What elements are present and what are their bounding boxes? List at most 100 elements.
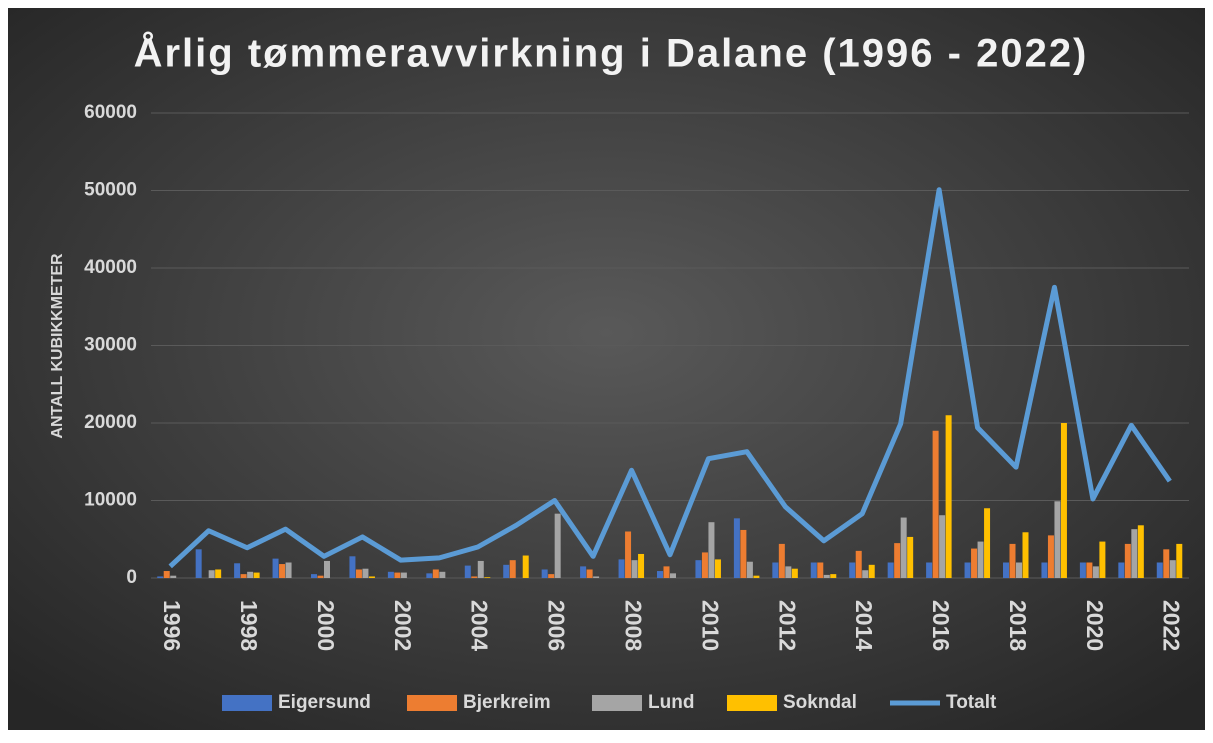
bar: [484, 577, 491, 578]
legend-label: Lund: [648, 692, 694, 713]
bar: [1118, 562, 1125, 578]
bar: [157, 576, 164, 578]
x-tick-label: 1996: [159, 600, 185, 651]
bar: [355, 569, 362, 578]
bar: [1169, 560, 1176, 578]
bar: [708, 522, 715, 578]
x-tick-label: 2012: [774, 600, 800, 651]
legend-label: Bjerkreim: [463, 692, 551, 713]
bar: [733, 518, 740, 578]
y-tick-label: 30000: [84, 335, 137, 356]
y-tick-label: 10000: [84, 490, 137, 511]
x-tick-label: 2002: [390, 600, 416, 651]
bar: [548, 574, 555, 578]
bar: [586, 569, 593, 578]
x-tick-label: 2004: [467, 600, 493, 651]
bar: [234, 563, 241, 578]
bar: [240, 574, 247, 578]
legend-swatch: [592, 695, 642, 711]
bar: [932, 430, 939, 578]
bar: [753, 575, 760, 578]
bar: [1092, 566, 1099, 578]
y-tick-label: 60000: [84, 102, 137, 123]
bar: [554, 513, 561, 578]
bar: [855, 550, 862, 578]
bar: [1086, 562, 1093, 578]
chart-title: Årlig tømmeravvirkning i Dalane (1996 - …: [134, 31, 1089, 76]
bar: [657, 571, 663, 578]
legend-label: Totalt: [946, 692, 997, 713]
line: [168, 187, 1172, 569]
bar: [849, 562, 856, 578]
bar: [215, 569, 222, 578]
bar: [714, 559, 721, 578]
bar: [810, 562, 817, 578]
bar: [593, 576, 600, 578]
bar: [791, 568, 798, 578]
bar: [195, 549, 202, 578]
bar: [1163, 549, 1170, 578]
x-tick-label: 2008: [620, 600, 646, 651]
bar: [285, 562, 292, 578]
bar: [701, 552, 708, 578]
x-tick-label: 2016: [928, 600, 954, 651]
bar: [368, 576, 375, 578]
bar: [471, 576, 478, 578]
x-tick-label: 2014: [851, 600, 877, 651]
bar: [477, 560, 484, 578]
bar: [311, 574, 317, 578]
x-tick-label: 2010: [697, 600, 723, 651]
y-tick-label: 20000: [84, 412, 137, 433]
bar: [317, 575, 324, 578]
bar: [778, 543, 785, 578]
bar: [1009, 543, 1016, 578]
bar: [1047, 535, 1054, 578]
bar: [977, 541, 984, 578]
bar: [695, 560, 702, 578]
y-axis-label: ANTALL KUBIKKMETER: [49, 253, 66, 439]
bar: [900, 517, 907, 578]
bar: [618, 559, 625, 578]
bar: [1099, 541, 1106, 578]
bar: [984, 508, 991, 578]
bar: [945, 415, 952, 578]
bar: [1022, 532, 1029, 578]
bar: [772, 562, 779, 578]
chart-background: [8, 8, 1205, 730]
legend-label: Sokndal: [783, 692, 857, 713]
bar: [279, 564, 286, 578]
bar: [1016, 562, 1022, 578]
bar: [1060, 423, 1067, 578]
x-tick-label: 2006: [544, 600, 570, 651]
bar: [426, 573, 433, 578]
bar: [272, 558, 279, 578]
bar: [631, 560, 638, 578]
bar: [817, 562, 824, 578]
bar: [324, 560, 330, 578]
bar: [785, 566, 792, 578]
bar: [868, 564, 875, 578]
bar: [387, 571, 394, 578]
legend-swatch: [727, 695, 777, 711]
bar: [394, 572, 401, 578]
legend-label: Eigersund: [278, 692, 371, 713]
bar: [208, 570, 215, 578]
legend-swatch: [407, 695, 457, 711]
bar: [253, 572, 260, 578]
legend-swatch: [222, 695, 272, 711]
bar: [1124, 543, 1131, 578]
bar: [964, 562, 971, 578]
bar: [362, 568, 369, 578]
bar: [580, 566, 587, 578]
bar: [670, 573, 676, 578]
bar: [400, 572, 407, 578]
bar: [746, 561, 753, 578]
bar: [830, 574, 837, 578]
bar: [1137, 525, 1144, 578]
bar: [170, 575, 177, 578]
bar: [439, 571, 446, 578]
bar: [1041, 562, 1048, 578]
bar: [163, 571, 170, 578]
